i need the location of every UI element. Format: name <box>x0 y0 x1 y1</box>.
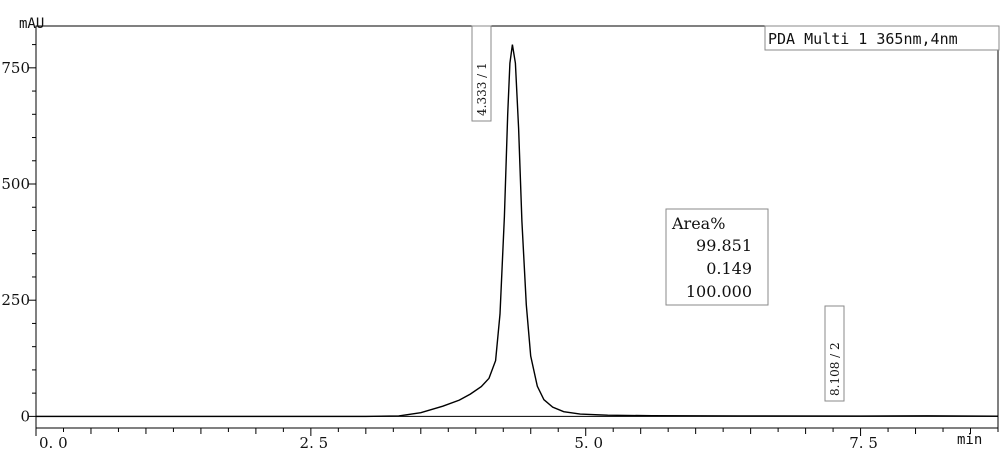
y-tick-label: 0 <box>20 407 30 425</box>
legend-text: PDA Multi 1 365nm,4nm <box>768 30 958 48</box>
peak-label-1: 4.333 / 1 <box>471 25 492 122</box>
x-axis-unit-label: min <box>957 432 982 448</box>
area-value-3: 100.000 <box>686 282 752 301</box>
peak-label-2-text: 8.108 / 2 <box>828 342 842 396</box>
area-percent-table: Area% 99.851 0.149 100.000 <box>665 208 769 306</box>
axes: 0 250 500 750 0. 0 2. 5 5. 0 7. 5 <box>1 25 999 452</box>
x-tick-label: 0. 0 <box>39 434 68 452</box>
y-tick-label: 500 <box>1 175 30 193</box>
x-tick-label: 7. 5 <box>849 434 878 452</box>
plot-frame <box>35 25 999 429</box>
y-tick-label: 750 <box>1 59 30 77</box>
y-axis-unit-label: mAU <box>19 16 44 32</box>
area-value-2: 0.149 <box>706 259 752 278</box>
chromatogram-trace <box>36 44 999 418</box>
x-tick-label: 2. 5 <box>300 434 329 452</box>
x-tick-label: 5. 0 <box>574 434 603 452</box>
legend-box: PDA Multi 1 365nm,4nm <box>764 25 1000 51</box>
y-tick-label: 250 <box>1 291 30 309</box>
peak-label-1-text: 4.333 / 1 <box>475 62 489 116</box>
area-table-header: Area% <box>671 214 725 233</box>
peak-label-2: 8.108 / 2 <box>824 305 845 402</box>
area-value-1: 99.851 <box>696 236 752 255</box>
